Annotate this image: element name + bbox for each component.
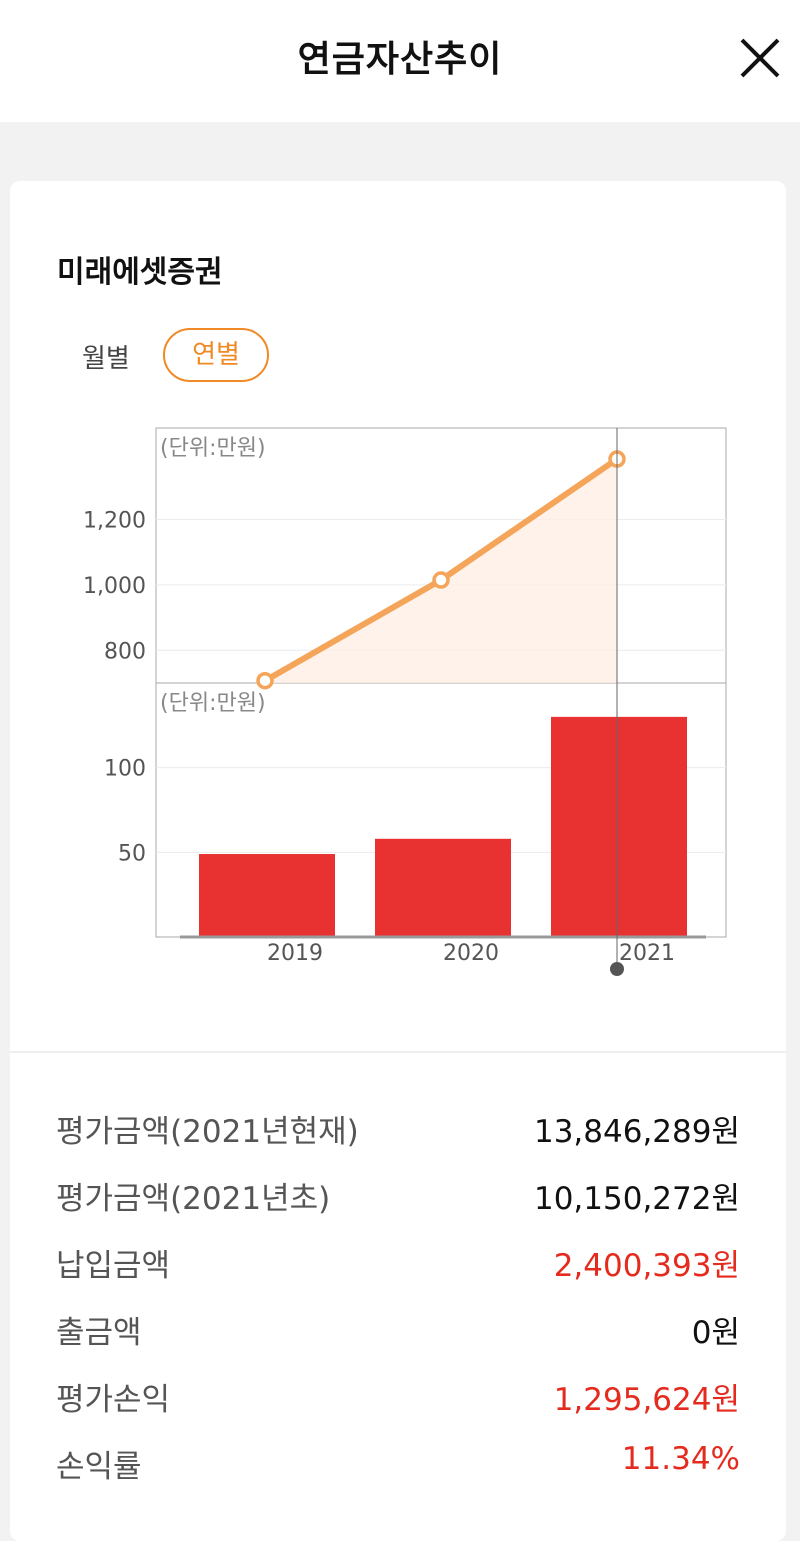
tab-yearly[interactable]: 연별	[163, 328, 269, 382]
summary-row: 출금액 0원	[56, 1307, 740, 1351]
tab-monthly[interactable]: 월별	[82, 344, 130, 374]
summary-label: 손익률	[56, 1449, 142, 1485]
bar	[199, 854, 335, 937]
line-y-tick-label: 800	[104, 639, 146, 664]
summary-row: 손익률 11.34%	[56, 1441, 740, 1485]
summary-value: 1,295,624원	[553, 1382, 740, 1418]
line-y-tick-label: 1,000	[83, 574, 146, 599]
summary-label: 평가손익	[56, 1382, 171, 1418]
summary-value: 10,150,272원	[533, 1181, 740, 1217]
summary-row: 평가금액(2021년현재) 13,846,289원	[56, 1106, 740, 1150]
summary-row: 평가금액(2021년초) 10,150,272원	[56, 1173, 740, 1217]
line-area-fill	[265, 459, 617, 683]
close-icon[interactable]	[736, 34, 784, 82]
summary-value: 2,400,393원	[553, 1248, 740, 1284]
summary-row: 납입금액 2,400,393원	[56, 1240, 740, 1284]
summary-label: 평가금액(2021년초)	[56, 1181, 331, 1217]
bar	[551, 716, 687, 937]
x-tick-label: 2021	[619, 941, 675, 966]
company-name: 미래에셋증권	[57, 255, 223, 290]
bar-y-tick-label: 100	[104, 757, 146, 782]
summary-label: 출금액	[56, 1315, 142, 1351]
bar-y-tick-label: 50	[118, 841, 146, 866]
bar-unit-label: (단위:만원)	[160, 691, 266, 716]
summary-row: 평가손익 1,295,624원	[56, 1374, 740, 1418]
line-point	[432, 571, 450, 589]
summary-label: 납입금액	[56, 1248, 171, 1284]
summary-value: 11.34%	[621, 1441, 740, 1477]
summary-label: 평가금액(2021년현재)	[56, 1114, 359, 1150]
selection-cursor-handle	[610, 962, 624, 976]
asset-card: 미래에셋증권 월별 연별 800 1,000 1,200 (단위:만원) 50 100 (단…	[10, 181, 786, 1541]
header-bar: 연금자산추이	[0, 0, 800, 122]
line-unit-label: (단위:만원)	[160, 436, 266, 461]
asset-chart[interactable]: 800 1,000 1,200 (단위:만원) 50 100 (단위:만원) 2019 2020…	[10, 181, 786, 981]
divider	[10, 1051, 786, 1053]
summary-value: 13,846,289원	[533, 1114, 740, 1150]
x-tick-label: 2020	[443, 941, 499, 966]
line-point	[256, 671, 274, 690]
line-y-tick-label: 1,200	[83, 509, 146, 534]
x-tick-label: 2019	[267, 941, 323, 966]
bar	[375, 838, 511, 937]
summary-value: 0원	[691, 1315, 740, 1351]
page-title: 연금자산추이	[297, 39, 503, 80]
